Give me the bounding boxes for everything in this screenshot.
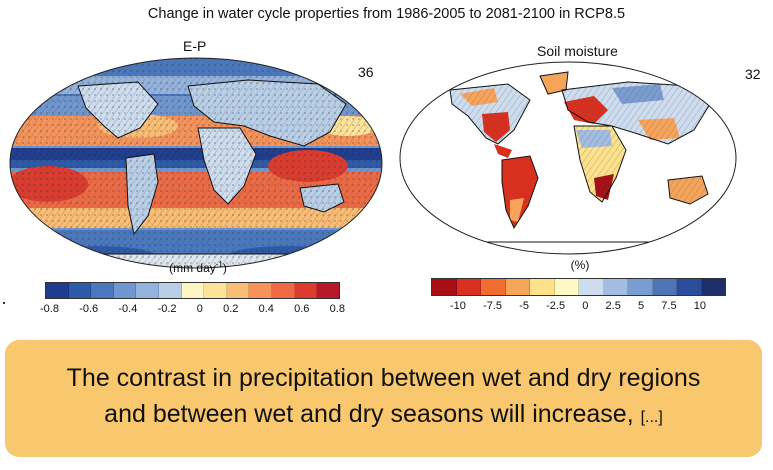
ep-colorbar-swatch: [204, 283, 227, 298]
soil-colorbar-swatch: [628, 279, 653, 295]
ep-colorbar-ticks: -0.8 -0.6 -0.4 -0.2 0 0.2 0.4 0.6 0.8: [40, 303, 345, 315]
soil-colorbar-tick-label: 7.5: [661, 300, 677, 312]
soil-colorbar-tick-label: -10: [450, 300, 466, 312]
ep-map: [9, 57, 383, 269]
callout-ellipsis: [...]: [640, 409, 663, 426]
soil-colorbar-swatch: [432, 279, 457, 295]
ep-colorbar-swatch: [68, 283, 92, 298]
ep-colorbar-tick-label: 0.4: [258, 303, 274, 315]
ep-colorbar-swatch: [249, 283, 273, 298]
ep-colorbar-tick-label: -0.2: [157, 303, 177, 315]
ep-colorbar-tick-label: -0.4: [118, 303, 138, 315]
soil-colorbar-swatch: [456, 279, 481, 295]
soil-colorbar-tick-label: 5: [637, 300, 645, 312]
soil-panel-number: 32: [745, 66, 761, 82]
soil-colorbar: [431, 278, 726, 296]
soil-colorbar-swatch: [481, 279, 506, 295]
soil-moisture-map: [399, 61, 737, 255]
ep-colorbar-swatch: [294, 283, 318, 298]
ep-panel-title: E-P: [183, 38, 207, 54]
callout-line-1: The contrast in precipitation between we…: [66, 364, 701, 392]
ep-colorbar-swatch: [226, 283, 250, 298]
figure-title: Change in water cycle properties from 19…: [147, 6, 626, 22]
soil-colorbar-swatch: [579, 279, 604, 295]
ep-colorbar-tick-label: 0.8: [329, 303, 345, 315]
soil-colorbar-tick-label: 0: [582, 300, 589, 312]
ep-colorbar-swatch: [91, 283, 114, 298]
soil-colorbar-tick-label: -5: [519, 300, 529, 312]
ep-colorbar: [45, 282, 340, 299]
soil-colorbar-swatch: [554, 279, 579, 295]
ep-colorbar-swatch: [181, 283, 205, 298]
ep-colorbar-swatch: [317, 283, 339, 298]
ep-colorbar-swatch: [113, 283, 137, 298]
ep-unit-label: (mm day-1): [169, 260, 227, 275]
ep-colorbar-swatch: [136, 283, 160, 298]
soil-colorbar-tick-label: 10: [693, 300, 706, 312]
soil-colorbar-tick-label: 2.5: [605, 300, 621, 312]
callout-line-2: and between wet and dry seasons will inc…: [23, 396, 744, 436]
ep-colorbar-tick-label: 0.2: [223, 303, 239, 315]
ep-colorbar-swatch: [46, 283, 69, 298]
soil-unit-label: (%): [570, 258, 590, 272]
soil-colorbar-tick-label: -7.5: [483, 300, 503, 312]
stray-dot: [3, 302, 5, 304]
soil-colorbar-swatch: [701, 279, 725, 295]
ep-colorbar-tick-label: 0: [196, 303, 203, 315]
soil-colorbar-swatch: [505, 279, 530, 295]
ep-colorbar-tick-label: -0.6: [79, 303, 99, 315]
ep-colorbar-swatch: [159, 283, 182, 298]
soil-colorbar-tick-label: -2.5: [546, 300, 566, 312]
ep-colorbar-tick-label: 0.6: [294, 303, 310, 315]
soil-colorbar-swatch: [530, 279, 555, 295]
ep-colorbar-swatch: [272, 283, 295, 298]
soil-colorbar-ticks: -10 -7.5 -5 -2.5 0 2.5 5 7.5 10: [450, 300, 706, 312]
soil-colorbar-swatch: [603, 279, 628, 295]
soil-colorbar-swatch: [677, 279, 702, 295]
soil-colorbar-swatch: [652, 279, 677, 295]
summary-callout: The contrast in precipitation between we…: [5, 340, 762, 457]
ep-colorbar-tick-label: -0.8: [40, 303, 59, 315]
ep-panel-number: 36: [358, 64, 374, 80]
callout-line-2-text: and between wet and dry seasons will inc…: [104, 400, 634, 428]
soil-panel-title: Soil moisture: [537, 43, 618, 59]
